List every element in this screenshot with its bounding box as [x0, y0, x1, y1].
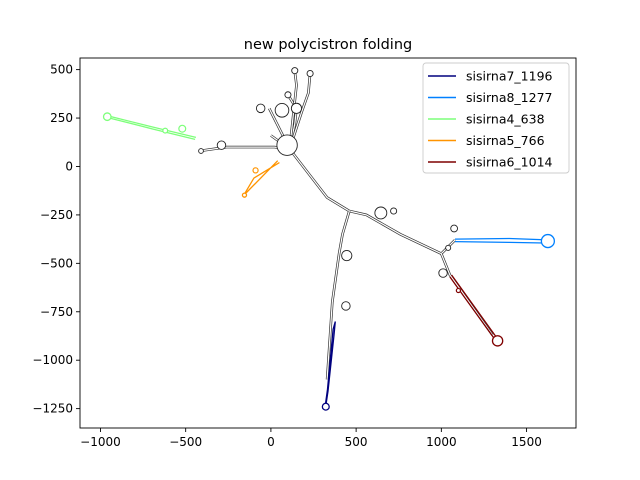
series-line-1	[454, 237, 545, 244]
y-tick-label: 0	[65, 159, 73, 173]
y-tick-label: −750	[40, 305, 73, 319]
series-end-loop-3	[241, 192, 248, 198]
backbone-stem-inner	[326, 210, 350, 380]
plot-area	[102, 67, 556, 411]
series-loop-4	[455, 287, 462, 294]
series-line-3	[243, 160, 280, 196]
backbone-loop	[390, 207, 398, 215]
backbone-loop	[341, 301, 351, 311]
backbone-stem-inner	[289, 71, 298, 150]
series-end-loop-2	[102, 112, 112, 122]
legend-label: sisirna8_1277	[466, 90, 553, 105]
backbone-loop	[276, 134, 298, 156]
backbone-stem-inner	[289, 73, 311, 150]
x-tick-label: 0	[267, 435, 275, 449]
x-tick-label: 1500	[511, 435, 542, 449]
axes: −1000 −500 0 500 1000 1500 500 250 0 −250 −500 −750…	[32, 57, 577, 449]
backbone-loop	[445, 244, 452, 251]
backbone-loop	[374, 206, 388, 220]
y-tick-label: −1000	[32, 353, 73, 367]
series-loop-3	[252, 167, 259, 174]
legend-box	[422, 62, 570, 174]
backbone-stem-inner	[199, 146, 290, 152]
series-loop-2	[178, 124, 187, 133]
legend-label: sisirna7_1196	[466, 69, 553, 84]
backbone-loop	[291, 67, 299, 75]
backbone-loop	[198, 148, 204, 154]
y-tick-label: 500	[50, 63, 73, 77]
series-loop-2	[162, 127, 169, 134]
legend-label: sisirna4_638	[466, 112, 545, 127]
legend-label: sisirna6_1014	[466, 155, 553, 170]
series-end-loop-4	[491, 335, 504, 347]
backbone-loop	[341, 250, 353, 262]
backbone-loop	[290, 102, 303, 114]
y-tick-label: −1250	[32, 402, 73, 416]
plot-content	[102, 67, 556, 411]
axes-frame	[79, 57, 577, 429]
chart-title: new polycistron folding	[244, 37, 412, 53]
y-tick-label: −500	[40, 256, 73, 270]
backbone-loop	[306, 69, 314, 78]
legend-label: sisirna5_766	[466, 133, 545, 148]
y-tick-label: 250	[50, 111, 73, 125]
series-end-loop-0	[321, 402, 330, 411]
y-tick-label: −250	[40, 208, 73, 222]
x-tick-label: 500	[345, 435, 368, 449]
backbone-loop	[274, 103, 290, 118]
backbone-stem-inner	[440, 253, 493, 336]
backbone-loop	[255, 103, 266, 114]
backbone-loop	[216, 140, 227, 150]
x-tick-label: 1000	[426, 435, 457, 449]
x-tick-label: −1000	[80, 435, 121, 449]
backbone-stem	[440, 253, 494, 336]
x-tick-label: −500	[169, 435, 202, 449]
legend: sisirna7_1196 sisirna8_1277 sisirna4_638si…	[422, 62, 570, 174]
backbone-loop	[438, 268, 448, 278]
backbone-loop	[284, 91, 292, 99]
backbone-loop	[450, 224, 458, 233]
series-end-loop-1	[540, 233, 556, 249]
